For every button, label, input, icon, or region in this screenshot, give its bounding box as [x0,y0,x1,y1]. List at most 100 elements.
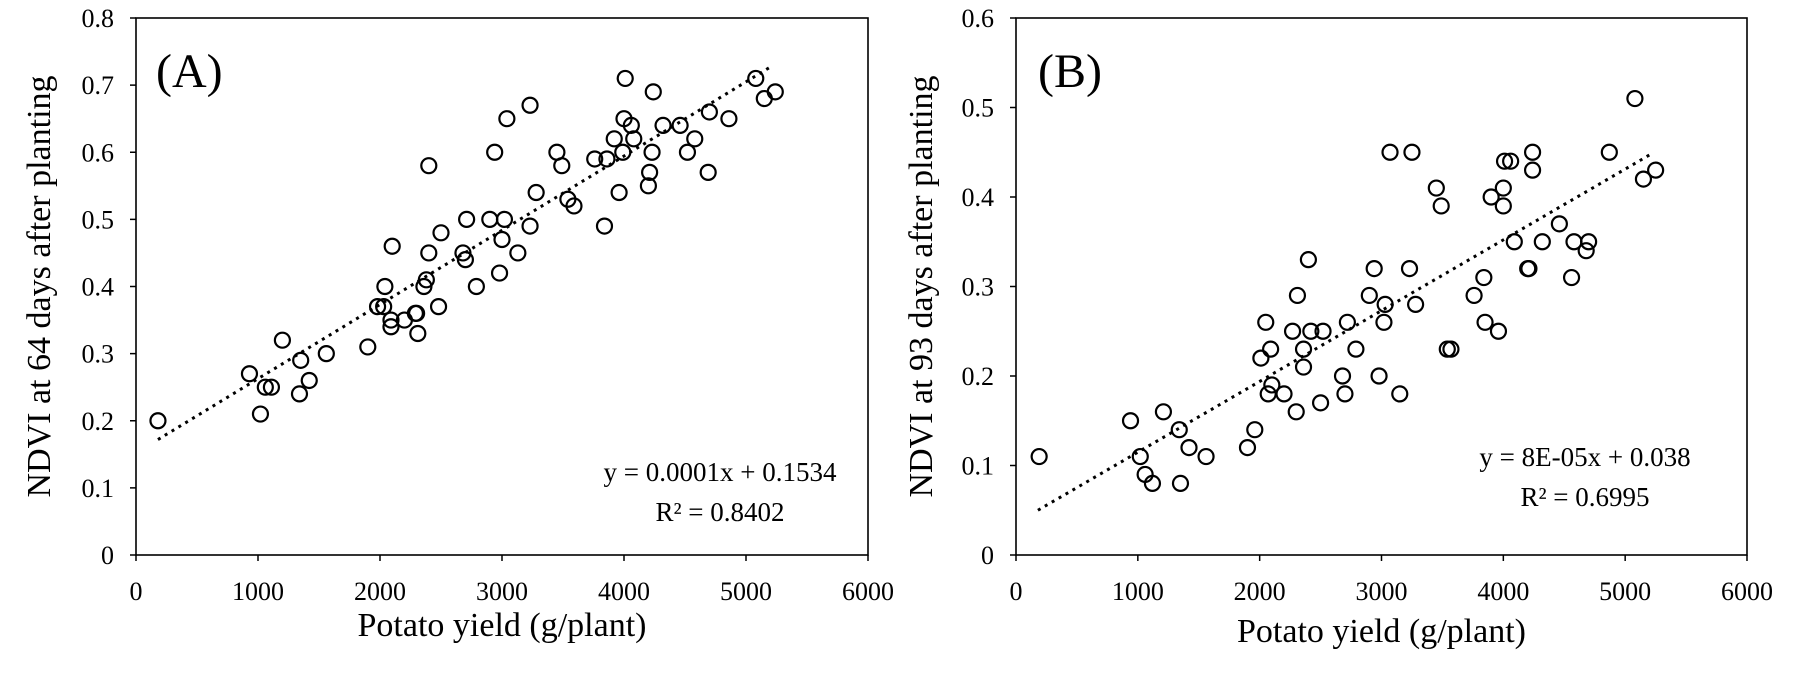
chart-a-data-point [616,69,634,88]
chart-b-data-point [1375,313,1393,331]
chart-a-xtick-label: 1000 [232,577,284,606]
chart-b-data-point [1299,251,1318,269]
chart-a-data-point [686,130,704,148]
chart-a-data-point [317,345,335,363]
chart-a-data-point [467,277,485,296]
chart-a-data-point [368,298,387,316]
chart-b-data-point [1252,349,1270,367]
chart-a-ytick-label: 0.1 [82,474,115,503]
chart-b-data-point [1030,447,1048,466]
chart-a-data-point [565,197,583,215]
chart-b-data-point [1475,268,1493,287]
chart-b-ytick-label: 0.6 [962,4,995,33]
chart-b-data-point [1238,439,1257,457]
chart-a-xtick-label: 3000 [476,577,528,606]
chart-a-ytick-label: 0.6 [82,138,115,167]
chart-a-data-point [383,237,401,255]
chart-a-data-point [625,130,643,148]
chart-a-data-point [527,183,545,202]
chart-a-ytick-label: 0.3 [82,340,115,369]
chart-b-data-point [1438,340,1456,358]
chart-b-plot-frame [1015,17,1748,556]
chart-a-equation: y = 0.0001x + 0.1534 [604,457,837,487]
chart-b-data-point [1365,260,1383,278]
chart-a-data-point [375,298,393,316]
chart-b-data-point [1600,143,1618,161]
chart-a-data-point [486,143,504,161]
chart-b-data-point [1171,474,1190,492]
chart-a-panel-label: (A) [156,45,223,98]
chart-a-data-point [149,412,167,430]
chart-b-ytick-label: 0.1 [962,452,995,481]
chart-b-data-point [1580,233,1598,251]
chart-b-data-point [1246,421,1264,439]
chart-a-data-point [409,324,427,343]
chart-a-data-point [262,378,281,396]
chart-a-data-point [458,210,476,228]
chart-b-data-point [1180,439,1198,457]
chart-b-data-point [1634,170,1653,188]
chart-a-data-point [429,298,448,316]
chart-b-xtick-label: 3000 [1356,577,1408,606]
chart-a-data-point [382,311,400,329]
chart-b-data-point [1502,152,1520,170]
chart-b-data-point [1262,340,1280,358]
chart-b-data-point [1505,233,1523,251]
chart-a-data-point [671,116,689,135]
chart-a-data-point [376,277,394,296]
chart-a-data-point [755,89,773,108]
chart-a-data-point [420,157,438,175]
chart-a-xtick-label: 0 [130,577,143,606]
chart-b-data-point [1494,197,1512,215]
chart-a-data-point [654,116,672,135]
chart-a-data-point [614,143,632,161]
chart-b-data-point [1400,260,1419,278]
chart-a-data-point [240,365,259,383]
chart-a-data-point [553,157,571,175]
chart-b-y-axis-title: NDVI at 93 days after planting [903,75,940,497]
chart-a-data-point [490,264,509,282]
chart-a-y-axis-title: NDVI at 64 days after planting [21,75,58,497]
chart-b-data-point [1494,179,1512,197]
chart-a-data-point [766,83,784,101]
chart-b-data-point [1577,242,1595,260]
chart-b-data-point [1476,313,1494,331]
chart-b-data-point [1427,179,1445,197]
chart-a-xtick-label: 4000 [598,577,650,606]
chart-b-xtick-label: 2000 [1234,577,1286,606]
chart-b-data-point [1121,412,1140,430]
chart-b-equation: y = 8E-05x + 0.038 [1479,442,1690,472]
chart-b-data-point [1370,367,1388,385]
chart-a-data-point [644,83,662,101]
chart-a-data-point [521,217,539,235]
chart-b-x-axis-title: Potato yield (g/plant) [1237,613,1526,650]
chart-b-data-point [1550,215,1568,233]
chart-a-data-point [747,69,765,88]
chart-b-ytick-label: 0.3 [962,273,995,302]
chart-b-data-point [1311,394,1330,412]
chart-a-data-point [509,244,527,262]
chart-b-data-point [1533,233,1551,251]
chart-b-data-point [1407,295,1425,313]
chart-a-data-point [408,304,426,322]
chart-b-data-point [1257,313,1275,331]
chart-a-data-point [481,210,499,228]
chart-b-data-point [1523,161,1542,179]
chart-a-data-point [678,143,697,161]
chart-a-data-point [417,271,435,289]
chart-a-data-point [359,338,377,356]
chart-b-xtick-label: 5000 [1599,577,1651,606]
chart-b-data-point [1360,286,1378,305]
chart-b-data-point [1259,385,1277,403]
chart-a-data-point [256,378,274,396]
chart-a-xtick-label: 5000 [720,577,772,606]
chart-b-xtick-label: 1000 [1112,577,1164,606]
chart-b-ytick-label: 0 [981,541,994,570]
chart-a-ytick-label: 0 [101,541,114,570]
chart-a-data-point [700,103,719,121]
chart-a-ytick-label: 0.5 [82,205,115,234]
chart-b-data-point [1489,322,1508,340]
chart-b-data-point [1294,358,1313,376]
chart-a-data-point [586,150,604,168]
